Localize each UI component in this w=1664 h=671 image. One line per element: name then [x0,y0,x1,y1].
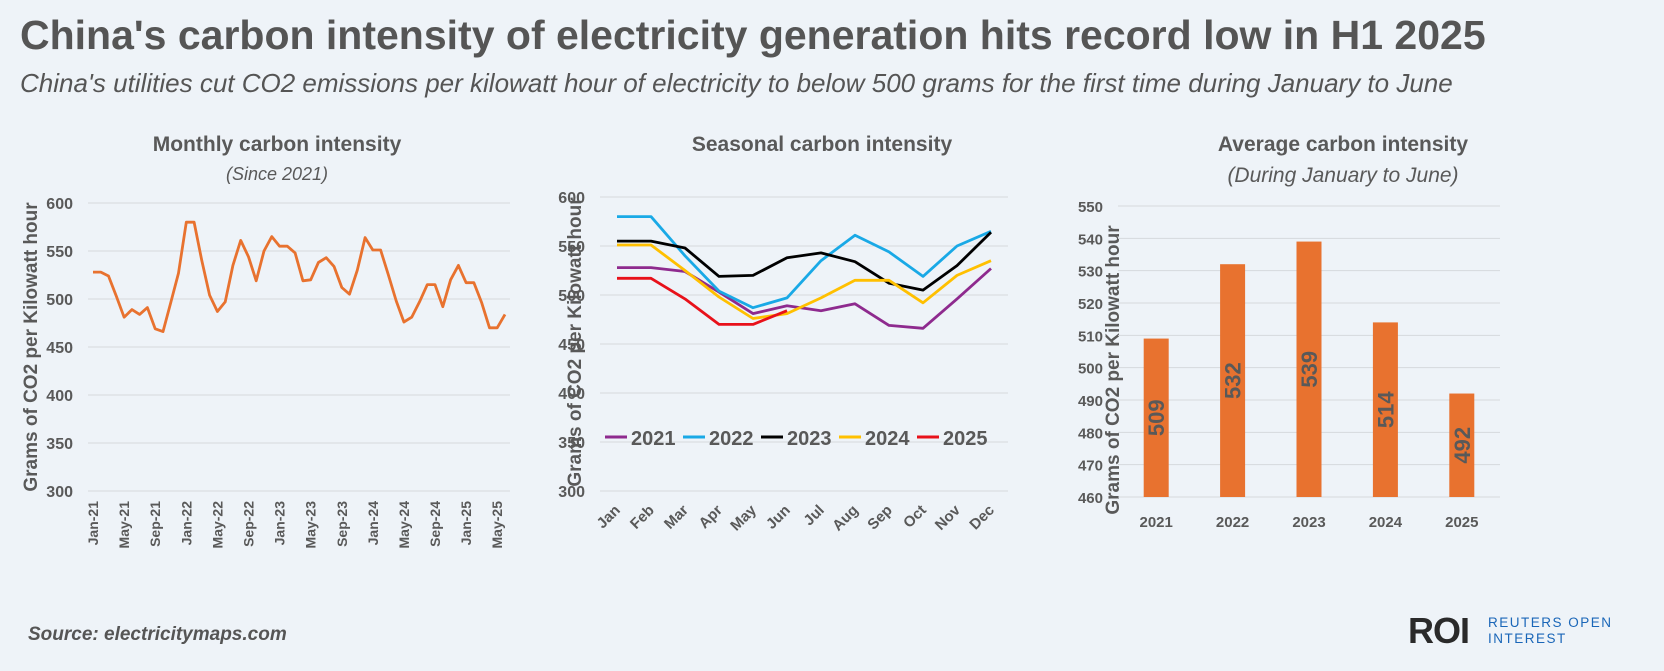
monthly-x-tick-label: Jan-21 [85,501,101,546]
seasonal-legend: 2021 2022 2023 2024 2025 [605,428,988,450]
seasonal-y-tick-label: 550 [558,239,585,256]
legend-label-2024: 2024 [865,428,910,450]
average-y-tick-label: 520 [1078,296,1103,313]
seasonal-series-line-2023 [617,231,992,292]
monthly-y-tick-label: 400 [46,388,73,405]
average-y-tick-label: 470 [1078,458,1103,475]
seasonal-y-tick-label: 350 [558,435,585,452]
seasonal-series-line-2024 [617,243,992,320]
seasonal-y-tick-label: 600 [558,190,585,207]
monthly-x-tick-label: May-21 [116,501,132,549]
average-x-tick-label: 2021 [1140,514,1173,531]
monthly-y-axis-label: Grams of CO2 per Kilowatt hour [21,202,42,492]
monthly-x-tick-label: Jan-25 [458,501,474,546]
average-y-tick-label: 550 [1078,199,1103,216]
seasonal-chart: Seasonal carbon intensity Grams of CO2 p… [558,133,1008,534]
seasonal-y-ticks: 300 350 400 450 500 550 600 [558,190,585,501]
bar-data-label-2022: 532 [1221,362,1246,399]
seasonal-y-tick-label: 300 [558,484,585,501]
average-y-tick-label: 540 [1078,231,1103,248]
seasonal-chart-title: Seasonal carbon intensity [692,133,953,156]
monthly-x-tick-label: May-24 [396,501,412,549]
seasonal-grid [600,196,1008,492]
average-y-tick-label: 530 [1078,264,1103,281]
monthly-y-tick-label: 300 [46,484,73,501]
monthly-x-ticks: Jan-21 May-21 Sep-21 Jan-22 May-22 Sep-22 Jan-… [85,501,505,549]
monthly-x-tick-label: Sep-24 [427,501,443,547]
bar-2021 [1143,338,1169,497]
bar-2022 [1220,264,1246,497]
seasonal-y-tick-label: 400 [558,386,585,403]
average-x-tick-label: 2025 [1445,514,1478,531]
page-title: China's carbon intensity of electricity … [20,12,1486,58]
monthly-y-tick-label: 600 [46,196,73,213]
logo-mark: ROI [1408,610,1470,651]
monthly-y-tick-label: 550 [46,244,73,261]
average-chart-title: Average carbon intensity [1218,133,1468,156]
monthly-x-tick-label: Jan-23 [272,501,288,546]
monthly-y-tick-label: 500 [46,292,73,309]
legend-label-2023: 2023 [787,428,832,450]
seasonal-y-tick-label: 500 [558,288,585,305]
monthly-x-tick-label: Sep-23 [334,501,350,547]
average-x-ticks: 2021 2022 2023 2024 2025 [1140,514,1479,531]
seasonal-y-axis-label: Grams of CO2 per Kilowatt hour [565,197,586,487]
monthly-series-line [93,220,507,334]
monthly-chart-subtitle: (Since 2021) [226,164,328,184]
monthly-series [93,220,507,334]
average-chart: Average carbon intensity (During January… [1078,133,1500,531]
average-x-tick-label: 2022 [1216,514,1249,531]
monthly-grid [88,202,510,492]
average-y-tick-label: 490 [1078,393,1103,410]
legend-label-2021: 2021 [631,428,676,450]
average-y-axis-label: Grams of CO2 per Kilowatt hour [1103,225,1124,515]
average-x-tick-label: 2023 [1292,514,1325,531]
bar-2023 [1296,241,1322,497]
monthly-x-tick-label: May-23 [303,501,319,549]
monthly-x-tick-label: Sep-22 [240,501,256,547]
monthly-x-tick-label: May-22 [209,501,225,549]
monthly-x-tick-label: Jan-22 [178,501,194,546]
average-chart-subtitle: (During January to June) [1227,164,1458,187]
monthly-y-ticks: 300 350 400 450 500 550 600 [46,196,73,501]
seasonal-series [617,215,992,330]
monthly-y-tick-label: 450 [46,340,73,357]
bar-data-label-2021: 509 [1144,399,1169,436]
monthly-x-tick-label: Sep-21 [147,501,163,547]
average-bars: 509 532 539 514 492 [1143,241,1475,497]
page-subtitle: China's utilities cut CO2 emissions per … [20,68,1453,98]
seasonal-series-line-2025 [617,276,788,326]
seasonal-series-line-2022 [617,215,992,310]
legend-label-2025: 2025 [943,428,988,450]
legend-label-2022: 2022 [709,428,754,450]
monthly-chart: Monthly carbon intensity (Since 2021) Gr… [21,133,510,549]
average-y-tick-label: 500 [1078,361,1103,378]
average-y-tick-label: 460 [1078,490,1103,507]
seasonal-y-tick-label: 450 [558,337,585,354]
bar-2024 [1372,322,1398,497]
average-x-tick-label: 2024 [1369,514,1403,531]
average-y-tick-label: 510 [1078,328,1103,345]
bar-data-label-2024: 514 [1373,391,1398,428]
logo-text: REUTERS OPEN INTEREST [1488,615,1658,647]
bar-data-label-2023: 539 [1297,351,1322,388]
monthly-y-tick-label: 350 [46,436,73,453]
monthly-x-tick-label: Jan-24 [365,501,381,546]
source-note: Source: electricitymaps.com [28,624,287,645]
average-y-tick-label: 480 [1078,425,1103,442]
monthly-x-tick-label: May-25 [489,501,505,549]
bar-2025 [1449,393,1475,497]
average-y-ticks: 460 470 480 490 500 510 520 530 540 550 [1078,199,1103,507]
seasonal-series-line-2021 [617,266,992,330]
monthly-chart-title: Monthly carbon intensity [153,133,402,156]
bar-data-label-2025: 492 [1450,427,1475,464]
logo-text-line2: INTEREST [1488,631,1567,646]
logo-text-line1: REUTERS OPEN [1488,615,1613,630]
